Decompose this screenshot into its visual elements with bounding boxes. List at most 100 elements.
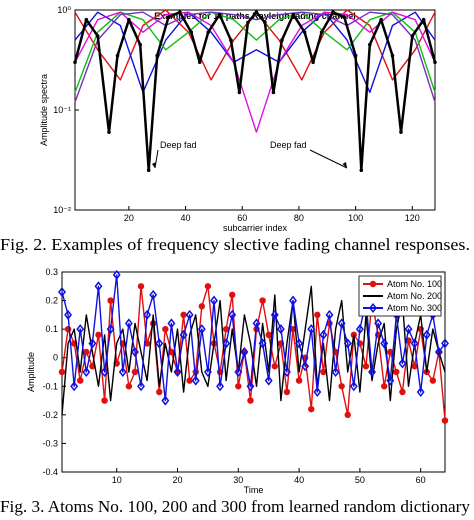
marker (416, 386, 425, 398)
marker (210, 295, 218, 306)
marker (252, 318, 261, 329)
marker (137, 381, 145, 392)
marker (422, 329, 431, 340)
marker (280, 38, 284, 42)
marker (229, 291, 236, 299)
marker (107, 297, 114, 304)
marker (234, 366, 243, 378)
x-tick-label: 80 (294, 213, 304, 223)
marker (203, 366, 212, 378)
marker (178, 10, 182, 15)
marker (118, 366, 127, 378)
marker (173, 366, 182, 378)
marker (398, 358, 407, 369)
marker (112, 269, 121, 280)
marker (189, 30, 194, 34)
marker (130, 346, 139, 358)
marker (246, 20, 250, 25)
marker (146, 168, 151, 173)
marker (161, 395, 170, 406)
marker (228, 309, 237, 320)
marker (265, 331, 272, 339)
marker (167, 318, 176, 329)
marker (368, 366, 377, 378)
marker (314, 311, 321, 319)
x-axis-label: Time (244, 485, 264, 495)
marker (368, 42, 372, 47)
marker (155, 338, 164, 349)
arrow-head (152, 162, 156, 168)
marker (73, 60, 77, 65)
marker (197, 324, 206, 335)
marker (289, 295, 297, 306)
marker (344, 411, 351, 419)
marker (95, 331, 102, 339)
y-tick-label: -0.4 (42, 467, 58, 477)
x-tick-label: 30 (233, 475, 243, 485)
marker (156, 388, 163, 396)
caption: Fig. 2. Examples of frequency slective f… (0, 235, 470, 254)
marker (369, 302, 377, 314)
marker (180, 311, 187, 319)
marker (393, 368, 400, 376)
marker (258, 338, 267, 349)
marker (101, 397, 108, 404)
marker (276, 324, 285, 335)
marker (179, 329, 188, 340)
marker (271, 90, 276, 95)
marker (124, 318, 133, 329)
marker (115, 53, 120, 58)
y-tick-label: -0.2 (42, 410, 58, 420)
y-tick-label: 0.2 (45, 296, 58, 306)
y-tick-label: -0.1 (42, 381, 58, 391)
marker (411, 363, 418, 370)
annotation-arrow (309, 149, 348, 169)
y-tick-label: 0.1 (45, 324, 58, 334)
x-tick-label: 60 (237, 213, 247, 223)
marker (95, 34, 100, 38)
y-tick-label: 0.3 (45, 267, 58, 277)
marker (259, 297, 266, 304)
marker (282, 366, 291, 378)
marker (77, 377, 84, 384)
x-tick-label: 20 (124, 213, 134, 223)
marker (83, 348, 90, 356)
x-tick-label: 40 (294, 475, 304, 485)
marker (359, 168, 364, 173)
marker (441, 338, 449, 349)
marker (191, 375, 200, 386)
marker (217, 12, 222, 17)
marker (319, 30, 324, 34)
marker (100, 366, 109, 378)
marker (434, 346, 443, 358)
marker (381, 383, 388, 390)
marker (283, 388, 291, 396)
marker (421, 17, 426, 22)
marker (429, 377, 437, 384)
marker (247, 397, 254, 404)
legend-label: Atom No. 300 (387, 303, 442, 313)
marker (82, 366, 91, 378)
marker (374, 318, 383, 329)
marker (342, 15, 347, 19)
marker (76, 324, 85, 335)
marker (338, 383, 345, 390)
marker (254, 10, 259, 15)
marker (155, 53, 160, 58)
marker (270, 309, 279, 320)
marker (88, 338, 97, 349)
marker (410, 338, 419, 349)
marker (204, 283, 212, 290)
legend-label: Atom No. 100 (387, 279, 442, 289)
x-tick-label: 10 (112, 475, 122, 485)
arrow-head (342, 162, 347, 168)
marker (138, 42, 142, 47)
marker (313, 386, 322, 398)
legend-label: Atom No. 200 (387, 291, 442, 301)
marker (185, 309, 194, 320)
annotation: Deep fad (270, 140, 307, 150)
marker (271, 363, 278, 370)
y-axis-label: Amplitude spectra (39, 74, 49, 146)
marker (295, 377, 303, 384)
x-tick-label: 120 (405, 213, 420, 223)
